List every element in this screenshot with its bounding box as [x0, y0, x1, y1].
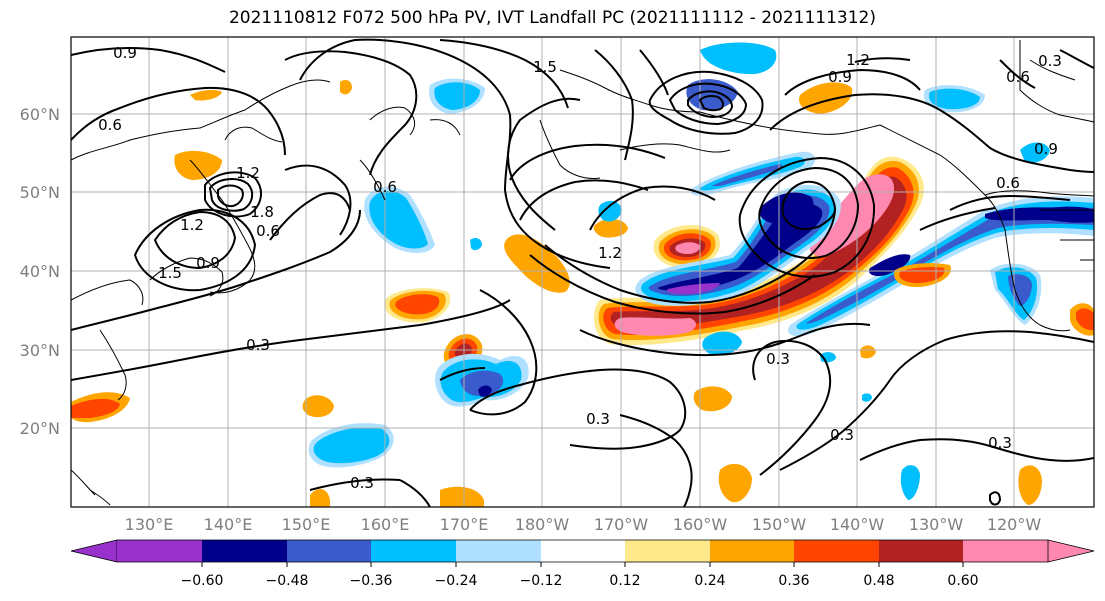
- lon-label: 160°W: [673, 515, 728, 534]
- colorbar-tick-label: 0.48: [863, 573, 894, 589]
- pv-ivt-shading: [71, 42, 1094, 507]
- lon-label: 150°E: [282, 515, 331, 534]
- contour-label: 1.2: [236, 164, 260, 182]
- colorbar-segment: [963, 540, 1048, 562]
- contour-label: 1.5: [533, 58, 557, 76]
- longitude-labels: 130°E 140°E 150°E 160°E 170°E 180°W 170°…: [125, 515, 1042, 534]
- colorbar-segment: [541, 540, 625, 562]
- lat-label: 50°N: [20, 183, 60, 202]
- contour-label: 1.2: [180, 216, 204, 234]
- contour-label: 0.3: [830, 426, 854, 444]
- lon-label: 120°W: [987, 515, 1042, 534]
- contour-labels: 0.9 0.6 0.3 1.2 1.5 1.8 0.9 1.2 1.5 0.6 …: [98, 44, 1062, 492]
- colorbar-segment: [371, 540, 456, 562]
- colorbar-segment: [287, 540, 371, 562]
- colorbar-segment: [202, 540, 287, 562]
- colorbar-max-extend: [1047, 539, 1095, 563]
- contour-label: 0.3: [1038, 52, 1062, 70]
- contour-label: 0.3: [350, 474, 374, 492]
- colorbar: −0.60 −0.48 −0.36 −0.24 −0.12 0.12 0.24 …: [70, 539, 1095, 589]
- lon-label: 130°E: [125, 515, 174, 534]
- pv-contours: [71, 38, 1094, 507]
- graticule: [71, 37, 1094, 507]
- lat-label: 60°N: [20, 105, 60, 124]
- contour-label: 0.3: [586, 410, 610, 428]
- colorbar-segment: [625, 540, 710, 562]
- colorbar-tick-label: −0.12: [520, 573, 563, 589]
- lon-label: 180°W: [515, 515, 570, 534]
- colorbar-tick-label: 0.60: [947, 573, 978, 589]
- small-positive-patches: [71, 80, 1094, 507]
- contour-label: 1.5: [158, 264, 182, 282]
- lon-label: 140°E: [204, 515, 253, 534]
- lon-label: 170°W: [594, 515, 649, 534]
- chart-title: 2021110812 F072 500 hPa PV, IVT Landfall…: [228, 8, 876, 28]
- colorbar-tick-label: −0.24: [435, 573, 478, 589]
- colorbar-segment: [456, 540, 541, 562]
- colorbar-tick-label: 0.24: [694, 573, 725, 589]
- contour-label: 0.9: [1034, 140, 1058, 158]
- small-negative-patches: [308, 42, 1094, 500]
- contour-label: 0.6: [1006, 68, 1030, 86]
- positive-anomaly-patch: [653, 224, 720, 269]
- colorbar-tick-label: 0.36: [778, 573, 809, 589]
- colorbar-tick-label: −0.36: [350, 573, 393, 589]
- contour-label: 0.6: [98, 116, 122, 134]
- lon-label: 140°W: [830, 515, 885, 534]
- contour-label: 0.6: [256, 222, 280, 240]
- contour-label: 0.3: [766, 350, 790, 368]
- contour-label: 0.3: [246, 336, 270, 354]
- contour-label: 0.3: [988, 434, 1012, 452]
- colorbar-min-extend: [70, 539, 118, 563]
- lat-label: 40°N: [20, 262, 60, 281]
- lat-label: 30°N: [20, 341, 60, 360]
- colorbar-segment: [710, 540, 794, 562]
- colorbar-segment: [794, 540, 879, 562]
- contour-label: 0.9: [196, 254, 220, 272]
- lon-label: 150°W: [752, 515, 807, 534]
- contour-label: 0.9: [828, 68, 852, 86]
- lon-label: 130°W: [909, 515, 964, 534]
- negative-anomaly-core: [759, 192, 814, 225]
- contour-label: 1.8: [250, 203, 274, 221]
- contour-label: 0.6: [373, 178, 397, 196]
- contour-label: 1.2: [598, 244, 622, 262]
- lat-label: 20°N: [20, 419, 60, 438]
- map-frame: [70, 36, 1095, 508]
- lon-label: 170°E: [440, 515, 489, 534]
- colorbar-segment: [879, 540, 963, 562]
- colorbar-tick-label: −0.60: [181, 573, 224, 589]
- coastlines: [71, 40, 1094, 506]
- colorbar-tick-label: −0.48: [266, 573, 309, 589]
- colorbar-segment: [117, 540, 202, 562]
- colorbar-ticks: [201, 562, 964, 567]
- contour-label: 0.6: [996, 174, 1020, 192]
- colorbar-tick-label: 0.12: [609, 573, 640, 589]
- colorbar-outline: [117, 539, 1048, 563]
- contour-label: 0.9: [113, 44, 137, 62]
- lon-label: 160°E: [361, 515, 410, 534]
- latitude-labels: 60°N 50°N 40°N 30°N 20°N: [20, 105, 60, 438]
- contour-label: 1.2: [846, 51, 870, 69]
